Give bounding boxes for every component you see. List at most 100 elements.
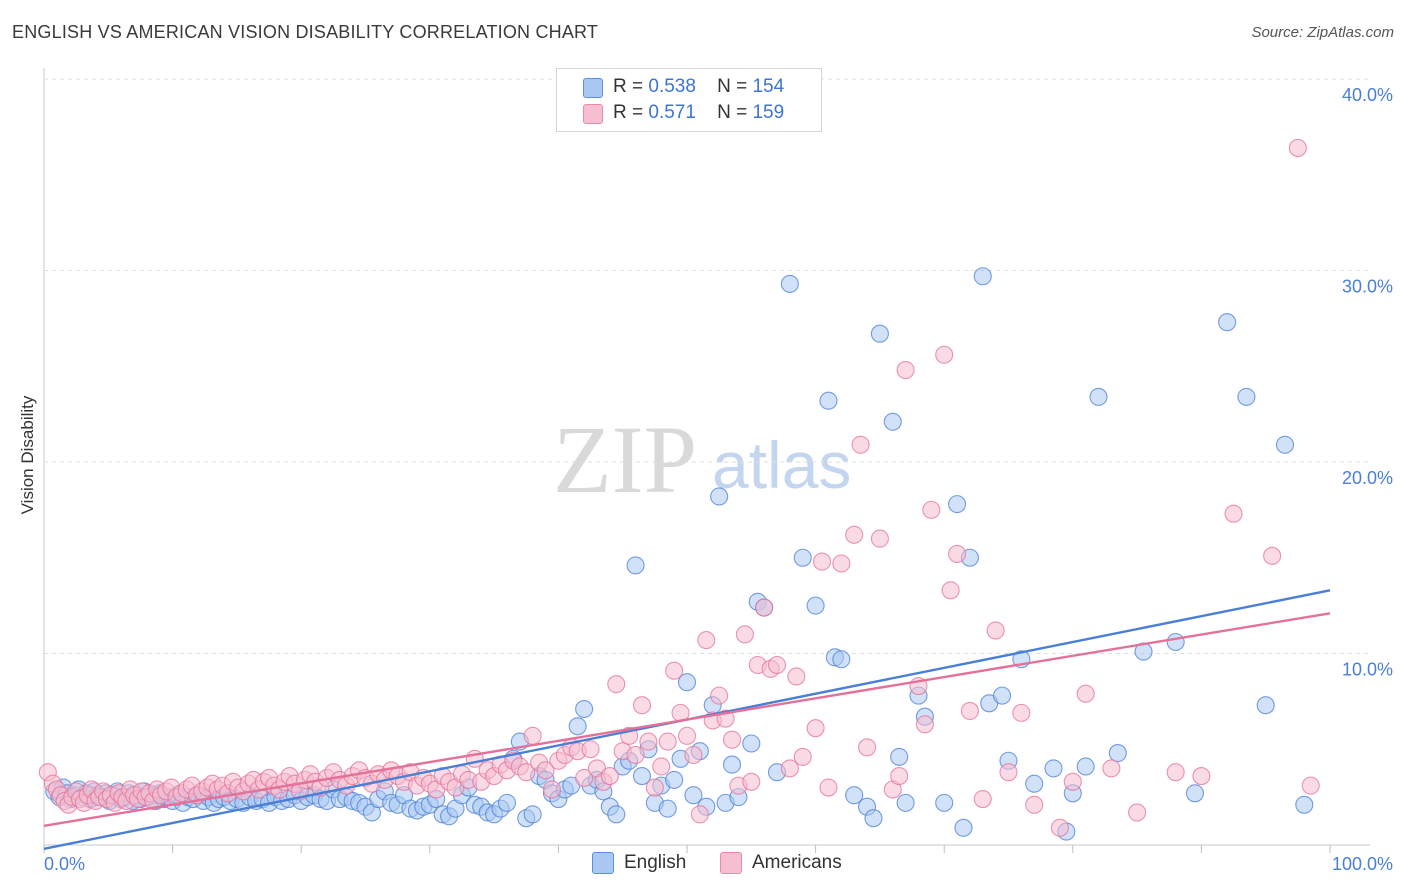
americans-point bbox=[832, 554, 851, 573]
legend-item-english[interactable]: English bbox=[592, 852, 686, 874]
english-point bbox=[497, 793, 517, 812]
english-point bbox=[677, 673, 697, 692]
y-tick-labels: 10.0% 20.0% 30.0% 40.0% bbox=[1342, 85, 1393, 680]
english-point bbox=[1108, 744, 1127, 763]
americans-point bbox=[890, 767, 909, 786]
americans-point bbox=[845, 525, 864, 544]
n-value-english: 154 bbox=[752, 76, 785, 97]
americans-point bbox=[1050, 818, 1069, 837]
americans-point bbox=[607, 675, 626, 694]
americans-point bbox=[986, 621, 1005, 640]
americans-point bbox=[575, 768, 594, 788]
americans-point bbox=[639, 732, 658, 751]
r-value-americans: 0.571 bbox=[648, 102, 696, 123]
americans-point bbox=[581, 740, 600, 759]
y-tick-label-40: 40.0% bbox=[1342, 85, 1393, 105]
legend-swatch-english bbox=[592, 852, 614, 874]
americans-point bbox=[941, 581, 960, 600]
y-tick-label-30: 30.0% bbox=[1342, 277, 1393, 297]
english-point bbox=[832, 650, 851, 669]
english-point bbox=[1256, 696, 1275, 715]
source-credit: Source: ZipAtlas.com bbox=[1251, 24, 1394, 41]
watermark-zip: ZIP bbox=[553, 406, 697, 513]
english-point bbox=[575, 699, 594, 719]
x-tick-label-min: 0.0% bbox=[44, 854, 85, 874]
stats-swatch-americans bbox=[583, 104, 603, 124]
legend-item-americans[interactable]: Americans bbox=[720, 852, 842, 874]
english-point bbox=[780, 274, 799, 293]
americans-point bbox=[1166, 763, 1185, 782]
americans-point bbox=[960, 701, 979, 721]
americans-point bbox=[1288, 138, 1307, 157]
americans-point bbox=[722, 730, 742, 749]
english-point bbox=[1089, 387, 1108, 406]
trend-lines bbox=[43, 589, 1331, 851]
americans-point bbox=[600, 767, 619, 786]
n-label: N = bbox=[717, 76, 748, 97]
americans-point bbox=[626, 745, 645, 765]
english-point bbox=[948, 495, 967, 514]
english-point bbox=[632, 767, 652, 786]
americans-point bbox=[1263, 546, 1282, 565]
americans-point bbox=[523, 726, 542, 745]
americans-point bbox=[1192, 767, 1211, 786]
english-point bbox=[722, 755, 742, 774]
americans-point bbox=[819, 778, 838, 797]
english-point bbox=[1166, 632, 1185, 652]
americans-point bbox=[1128, 803, 1147, 822]
english-point bbox=[523, 805, 542, 824]
english-point bbox=[658, 799, 677, 818]
english-point bbox=[1275, 435, 1295, 454]
english-point bbox=[1237, 387, 1256, 406]
english-point bbox=[1044, 759, 1063, 778]
english-point bbox=[845, 786, 864, 805]
americans-point bbox=[1301, 776, 1320, 795]
americans-point bbox=[851, 435, 870, 454]
americans-trend-line bbox=[43, 612, 1331, 828]
english-point bbox=[1076, 757, 1095, 776]
english-point bbox=[954, 818, 973, 837]
americans-point bbox=[999, 763, 1018, 782]
americans-point bbox=[1102, 759, 1121, 778]
americans-point bbox=[710, 686, 729, 705]
r-label: R = bbox=[613, 102, 644, 123]
r-label: R = bbox=[613, 76, 644, 97]
americans-point bbox=[755, 598, 774, 617]
americans-point bbox=[658, 732, 677, 751]
english-point bbox=[684, 786, 703, 805]
americans-point bbox=[742, 772, 761, 791]
english-point bbox=[710, 487, 729, 506]
americans-point bbox=[690, 805, 709, 824]
english-points bbox=[45, 267, 1314, 841]
americans-point bbox=[1224, 504, 1243, 523]
english-point bbox=[819, 391, 838, 410]
english-point bbox=[896, 793, 915, 812]
americans-point bbox=[1012, 703, 1031, 722]
english-point bbox=[665, 770, 684, 789]
americans-point bbox=[780, 759, 799, 778]
n-label: N = bbox=[717, 102, 748, 123]
americans-point bbox=[793, 747, 812, 766]
x-tick-label-max: 100.0% bbox=[1332, 854, 1393, 874]
americans-point bbox=[632, 696, 652, 715]
americans-point bbox=[973, 789, 992, 809]
watermark-atlas: atlas bbox=[712, 428, 851, 502]
legend-swatch-americans bbox=[720, 852, 742, 874]
americans-point bbox=[665, 661, 684, 680]
chart-title: ENGLISH VS AMERICAN VISION DISABILITY CO… bbox=[12, 22, 599, 42]
americans-points bbox=[38, 138, 1320, 837]
english-point bbox=[1295, 795, 1314, 814]
americans-point bbox=[948, 544, 967, 563]
english-point bbox=[883, 412, 902, 431]
gridlines bbox=[43, 68, 1370, 846]
english-point bbox=[742, 734, 761, 753]
americans-point bbox=[870, 529, 889, 548]
english-point bbox=[935, 793, 954, 812]
x-axis-ticks bbox=[43, 845, 1331, 853]
americans-point bbox=[935, 345, 954, 364]
r-value-english: 0.538 bbox=[648, 76, 696, 97]
americans-point bbox=[652, 757, 671, 776]
americans-point bbox=[1025, 795, 1044, 814]
legend-label-english: English bbox=[624, 852, 687, 873]
